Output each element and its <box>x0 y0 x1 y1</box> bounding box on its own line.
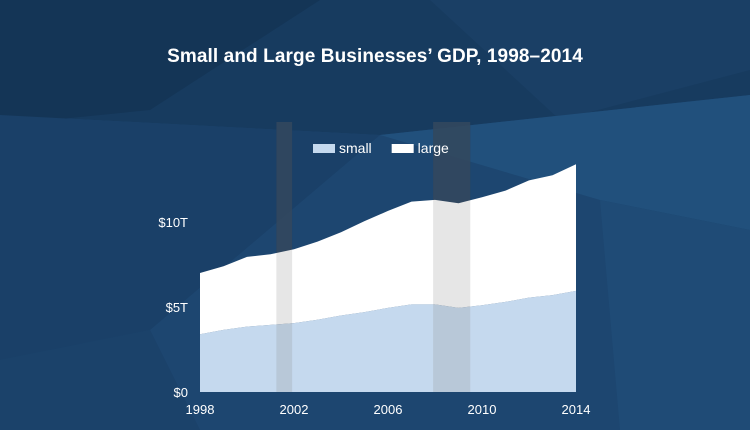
area-small <box>200 290 576 392</box>
recession-band-1 <box>276 122 293 392</box>
x-tick-label: 2006 <box>374 402 403 417</box>
x-tick-label: 1998 <box>186 402 215 417</box>
legend-label-small: small <box>339 140 372 156</box>
y-tick-label: $0 <box>174 385 188 400</box>
legend-swatch-small <box>313 144 335 153</box>
y-tick-label: $10T <box>158 215 188 230</box>
y-tick-label: $5T <box>166 300 188 315</box>
x-tick-label: 2010 <box>468 402 497 417</box>
area-large <box>200 164 576 335</box>
x-tick-label: 2002 <box>280 402 309 417</box>
recession-band-2 <box>433 122 471 392</box>
x-tick-label: 2014 <box>562 402 591 417</box>
legend-swatch-large <box>391 144 414 153</box>
chart-title: Small and Large Businesses’ GDP, 1998–20… <box>167 46 583 67</box>
legend-label-large: large <box>418 140 449 156</box>
